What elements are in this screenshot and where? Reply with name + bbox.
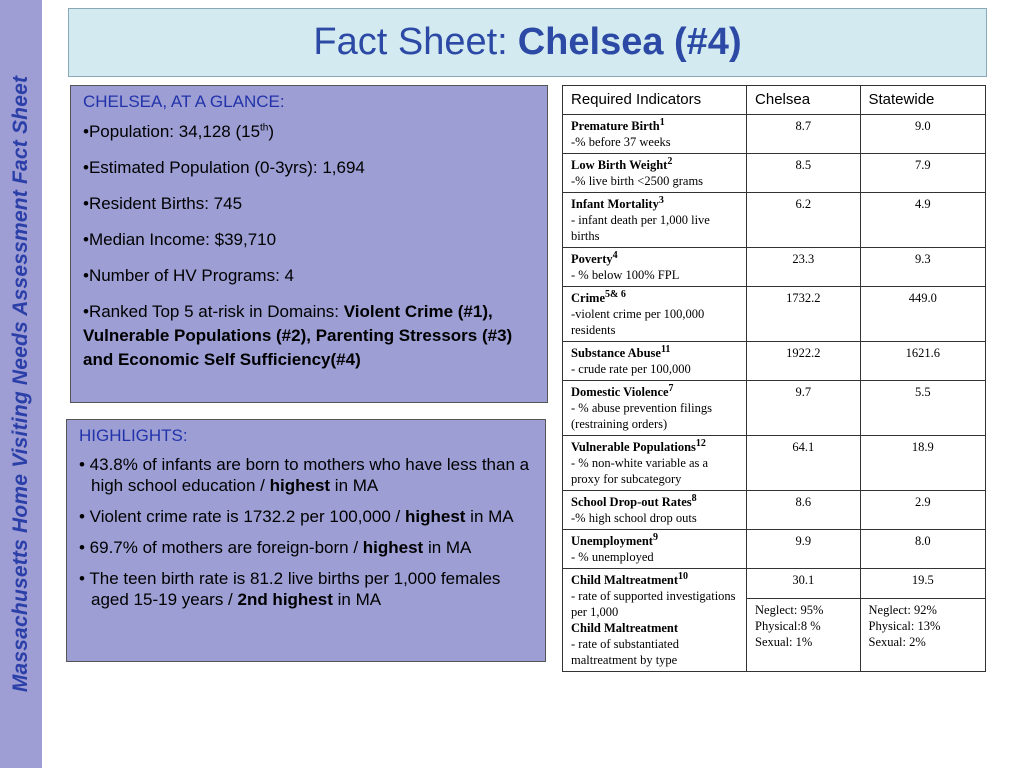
indicator-cell: Substance Abuse11- crude rate per 100,00… (561, 341, 748, 381)
highlight-item: • 43.8% of infants are born to mothers w… (79, 455, 530, 495)
table-row: Domestic Violence7- % abuse prevention f… (561, 380, 986, 436)
median-income-item: •Median Income: $39,710 (83, 230, 277, 249)
glance-title: CHELSEA, AT A GLANCE: (83, 92, 285, 111)
indicator-cell: Premature Birth1 -% before 37 weeks (561, 114, 748, 154)
indicator-cell-maltreatment: Child Maltreatment10 - rate of supported… (561, 568, 748, 672)
page-title: Fact Sheet: Chelsea (#4) (68, 8, 987, 77)
header-indicators: Required Indicators (561, 85, 748, 115)
sidebar-title: Massachusetts Home Visiting Needs Assess… (9, 75, 32, 693)
chelsea-value: 9.9 (746, 529, 861, 569)
chelsea-types: Neglect: 95% Physical:8 % Sexual: 1% (746, 598, 861, 672)
indicators-table: Required Indicators Chelsea Statewide Pr… (561, 85, 986, 672)
chelsea-value: 23.3 (746, 247, 861, 287)
header-statewide: Statewide (859, 85, 986, 115)
indicator-cell: Infant Mortality3- infant death per 1,00… (561, 192, 748, 248)
chelsea-value: 30.1 (746, 567, 861, 600)
table-row: Unemployment9- % unemployed 9.9 8.0 (561, 529, 986, 569)
statewide-value: 2.9 (859, 490, 986, 530)
chelsea-value: 9.7 (746, 380, 861, 436)
title-prefix: Fact Sheet: (313, 21, 508, 63)
statewide-types: Neglect: 92% Physical: 13% Sexual: 2% (859, 598, 986, 672)
statewide-value: 7.9 (859, 153, 986, 193)
table-row: Low Birth Weight2 -% live birth <2500 gra… (561, 153, 986, 193)
chelsea-value: 8.7 (746, 114, 861, 154)
table-row: Poverty4- % below 100% FPL 23.3 9.3 (561, 247, 986, 287)
chelsea-value: 64.1 (746, 435, 861, 491)
indicator-cell: Poverty4- % below 100% FPL (561, 247, 748, 287)
statewide-value: 9.3 (859, 247, 986, 287)
table-row: Crime5& 6 -violent crime per 100,000 resi… (561, 286, 986, 342)
hv-programs-item: •Number of HV Programs: 4 (83, 266, 294, 285)
statewide-value: 18.9 (859, 435, 986, 491)
table-row: Substance Abuse11- crude rate per 100,00… (561, 341, 986, 381)
table-row: School Drop-out Rates8 -% high school dro… (561, 490, 986, 530)
statewide-value: 19.5 (859, 567, 986, 600)
chelsea-value: 6.2 (746, 192, 861, 248)
statewide-value: 4.9 (859, 192, 986, 248)
indicator-cell: School Drop-out Rates8 -% high school dro… (561, 490, 748, 530)
indicator-cell: Crime5& 6 -violent crime per 100,000 resi… (561, 286, 748, 342)
chelsea-value: 1732.2 (746, 286, 861, 342)
statewide-value: 5.5 (859, 380, 986, 436)
sidebar: Massachusetts Home Visiting Needs Assess… (0, 0, 42, 768)
statewide-value: 1621.6 (859, 341, 986, 381)
highlight-item: • The teen birth rate is 81.2 live birth… (79, 569, 501, 609)
statewide-value: 9.0 (859, 114, 986, 154)
at-a-glance-panel: CHELSEA, AT A GLANCE: •Population: 34,12… (70, 85, 548, 403)
table-header-row: Required Indicators Chelsea Statewide (561, 85, 986, 115)
est-population-item: •Estimated Population (0-3yrs): 1,694 (83, 158, 365, 177)
title-town: Chelsea (#4) (517, 21, 742, 63)
chelsea-value: 8.6 (746, 490, 861, 530)
population-item: •Population: 34,128 (15th) (83, 122, 275, 141)
indicator-cell: Domestic Violence7- % abuse prevention f… (561, 380, 748, 436)
highlights-title: HIGHLIGHTS: (79, 426, 188, 445)
highlight-item: • Violent crime rate is 1732.2 per 100,0… (79, 507, 514, 526)
header-chelsea: Chelsea (746, 85, 861, 115)
statewide-value: 8.0 (859, 529, 986, 569)
table-row: Vulnerable Populations12 - % non-white v… (561, 435, 986, 491)
indicator-cell: Vulnerable Populations12 - % non-white v… (561, 435, 748, 491)
highlights-panel: HIGHLIGHTS: • 43.8% of infants are born … (66, 419, 546, 662)
chelsea-value: 1922.2 (746, 341, 861, 381)
statewide-value: 449.0 (859, 286, 986, 342)
ranked-domains-item: •Ranked Top 5 at-risk in Domains: Violen… (83, 302, 513, 369)
chelsea-value: 8.5 (746, 153, 861, 193)
table-row: Infant Mortality3- infant death per 1,00… (561, 192, 986, 248)
table-row-maltreatment: Child Maltreatment10 - rate of supported… (561, 567, 986, 672)
table-row: Premature Birth1 -% before 37 weeks 8.7 9… (561, 114, 986, 154)
resident-births-item: •Resident Births: 745 (83, 194, 243, 213)
highlight-item: • 69.7% of mothers are foreign-born / hi… (79, 538, 472, 557)
indicator-cell: Unemployment9- % unemployed (561, 529, 748, 569)
table-row-maltreatment-types: Neglect: 95% Physical:8 % Sexual: 1% Neg… (563, 598, 986, 672)
indicator-cell: Low Birth Weight2 -% live birth <2500 gra… (561, 153, 748, 193)
